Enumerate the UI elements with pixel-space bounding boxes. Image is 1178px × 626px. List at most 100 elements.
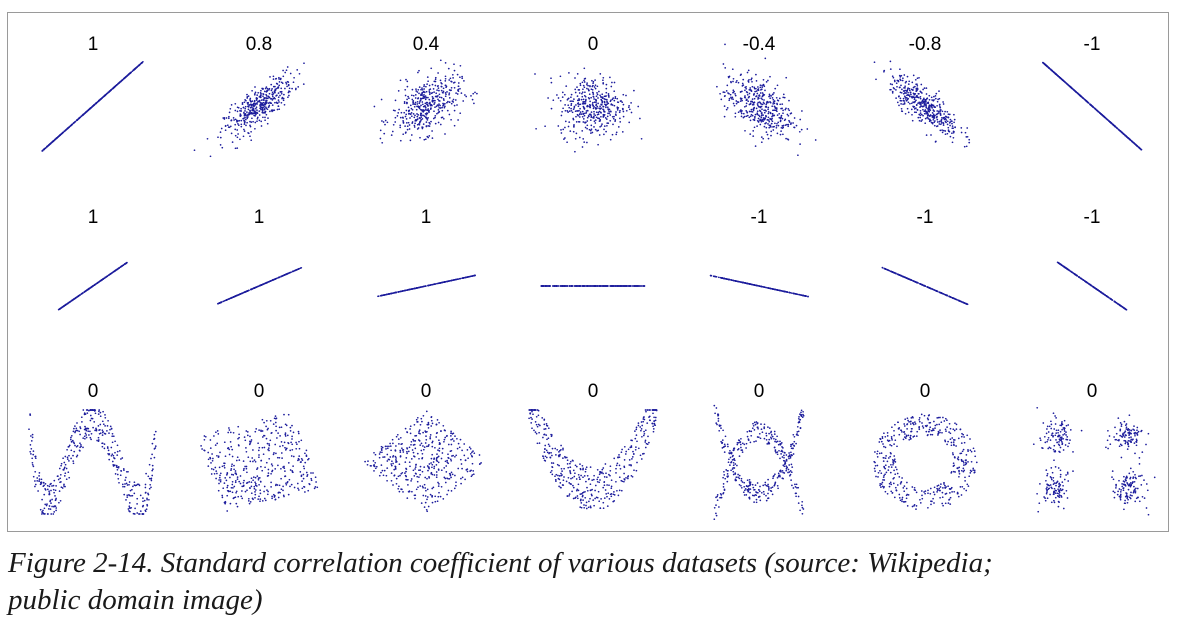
data-point xyxy=(919,109,922,112)
data-point xyxy=(772,126,774,128)
data-point xyxy=(423,91,426,94)
data-point xyxy=(233,119,235,121)
data-point xyxy=(54,489,57,492)
panel-2-7: -1 xyxy=(1056,207,1128,311)
data-point xyxy=(119,474,122,477)
data-point xyxy=(449,279,451,282)
data-point xyxy=(745,105,748,107)
data-point xyxy=(428,121,431,124)
data-point xyxy=(234,102,237,105)
data-point xyxy=(891,90,894,93)
data-point xyxy=(414,114,416,117)
data-point xyxy=(243,121,246,124)
data-point xyxy=(219,131,222,133)
data-point xyxy=(236,147,239,149)
data-point xyxy=(274,101,276,104)
correlation-label: -1 xyxy=(751,207,768,228)
data-point xyxy=(54,505,56,507)
data-point xyxy=(433,103,435,105)
data-point xyxy=(271,279,274,282)
data-point xyxy=(930,103,933,106)
data-point xyxy=(562,128,565,131)
data-point xyxy=(752,135,755,137)
data-point xyxy=(581,95,584,98)
data-point xyxy=(443,99,445,101)
data-point xyxy=(444,77,447,80)
data-point xyxy=(278,276,281,279)
data-point xyxy=(760,136,763,138)
data-point xyxy=(745,91,748,93)
data-point xyxy=(111,432,114,435)
data-point xyxy=(745,115,748,118)
data-point xyxy=(103,277,106,280)
data-point xyxy=(731,68,734,71)
data-point xyxy=(116,444,119,447)
data-point xyxy=(238,293,241,296)
data-point xyxy=(919,101,922,104)
data-point xyxy=(915,88,918,90)
data-point xyxy=(68,454,70,457)
data-point xyxy=(123,263,126,265)
data-point xyxy=(72,460,75,462)
data-point xyxy=(434,106,436,109)
data-point xyxy=(759,123,762,126)
data-point xyxy=(755,80,758,82)
data-point xyxy=(581,92,583,95)
data-point xyxy=(574,150,576,153)
data-point xyxy=(725,108,728,111)
data-point xyxy=(103,447,106,450)
data-point xyxy=(602,285,605,287)
data-point xyxy=(68,445,70,448)
data-point xyxy=(572,108,575,111)
data-point xyxy=(900,110,903,112)
data-point xyxy=(769,94,771,97)
data-point xyxy=(936,290,938,293)
data-point xyxy=(48,493,51,496)
data-point xyxy=(909,102,911,105)
data-point xyxy=(784,108,787,111)
data-point xyxy=(50,489,52,492)
data-point xyxy=(760,114,763,117)
data-point xyxy=(1063,266,1066,268)
data-point xyxy=(262,95,264,98)
data-point xyxy=(260,103,263,106)
data-point xyxy=(898,74,901,77)
data-point xyxy=(938,120,941,123)
data-point xyxy=(776,110,778,113)
data-point xyxy=(910,108,913,111)
data-point xyxy=(272,78,275,80)
data-point xyxy=(435,282,438,285)
data-point xyxy=(605,91,608,94)
data-point xyxy=(740,112,743,115)
data-point xyxy=(104,425,106,427)
data-point xyxy=(431,130,433,132)
data-point xyxy=(919,116,922,119)
data-point xyxy=(240,125,243,128)
data-point xyxy=(615,133,618,136)
data-point xyxy=(735,100,738,102)
data-point xyxy=(935,92,938,95)
data-point xyxy=(933,95,935,98)
data-point xyxy=(426,103,429,106)
data-point xyxy=(379,137,382,140)
data-point xyxy=(759,84,762,87)
data-point xyxy=(744,282,747,284)
data-point xyxy=(579,107,581,110)
data-point xyxy=(414,120,417,122)
data-point xyxy=(63,304,66,307)
data-point xyxy=(217,136,219,139)
data-point xyxy=(916,108,919,111)
data-point xyxy=(600,115,602,118)
data-point xyxy=(593,101,596,104)
data-point xyxy=(406,98,408,101)
data-point xyxy=(769,101,772,104)
data-point xyxy=(750,100,752,103)
data-point xyxy=(607,94,610,97)
data-point xyxy=(578,121,581,123)
data-point xyxy=(575,132,578,135)
data-point xyxy=(121,457,124,459)
data-point xyxy=(567,97,570,100)
data-point xyxy=(952,131,955,134)
data-point xyxy=(612,285,615,287)
data-point xyxy=(913,93,916,96)
